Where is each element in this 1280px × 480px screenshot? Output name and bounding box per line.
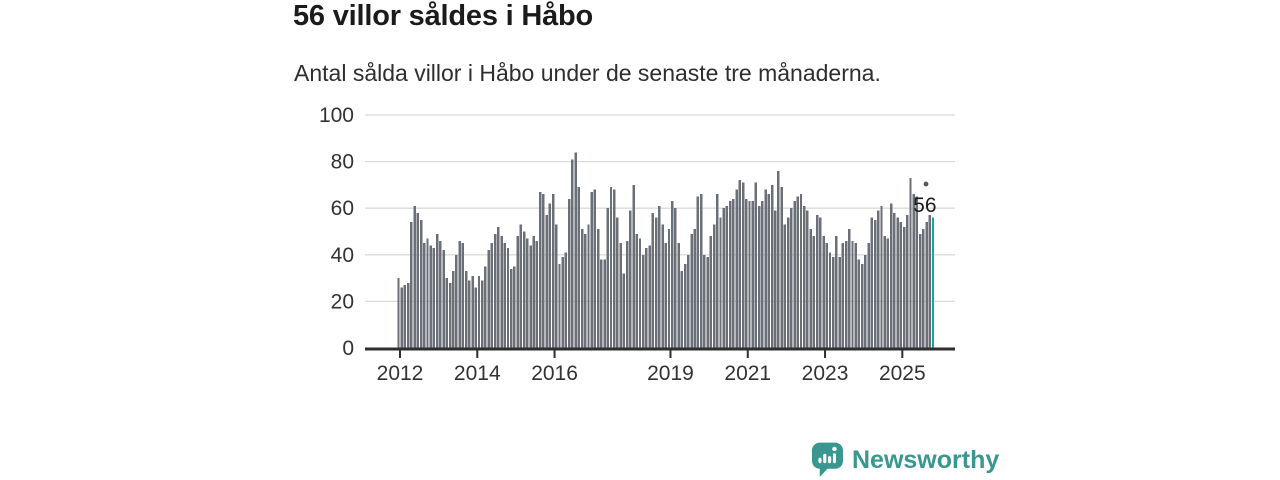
svg-text:2023: 2023 [802,362,849,385]
svg-text:60: 60 [331,197,354,220]
chart-title: 56 villor såldes i Håbo [293,0,594,32]
svg-text:100: 100 [319,104,354,127]
svg-text:40: 40 [331,244,354,267]
bar-chart-svg: 2012 2014 2016 2019 2021 2023 2025 0 20 40 60 80 100… [319,104,955,385]
svg-text:2012: 2012 [377,362,424,385]
svg-text:2016: 2016 [531,362,578,385]
svg-text:20: 20 [331,290,354,313]
svg-text:2014: 2014 [454,362,501,385]
svg-text:2019: 2019 [647,362,694,385]
svg-text:56: 56 [913,194,936,217]
svg-text:0: 0 [342,337,354,360]
chart-subtitle: Antal sålda villor i Håbo under de senas… [294,60,881,86]
svg-text:80: 80 [331,151,354,174]
bar-chart: 2012 2014 2016 2019 2021 2023 2025 0 20 40 60 80 100… [300,100,980,390]
newsworthy-bubble-chart-icon [812,442,843,477]
newsworthy-logo: Newsworthy [812,442,999,478]
svg-text:2021: 2021 [724,362,771,385]
svg-text:2025: 2025 [879,362,926,385]
newsworthy-wordmark: Newsworthy [852,446,1000,474]
